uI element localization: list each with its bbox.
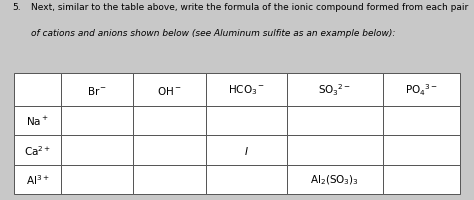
Bar bbox=[133, 135, 206, 165]
Bar bbox=[287, 74, 383, 106]
Bar bbox=[206, 135, 287, 165]
Bar bbox=[287, 135, 383, 165]
Text: 5.: 5. bbox=[12, 3, 20, 12]
Bar bbox=[133, 106, 206, 135]
Text: Al$^{3+}$: Al$^{3+}$ bbox=[26, 173, 49, 186]
Text: $I$: $I$ bbox=[244, 144, 249, 156]
Text: HCO$_3$$^-$: HCO$_3$$^-$ bbox=[228, 83, 265, 97]
Bar bbox=[14, 106, 61, 135]
Text: SO$_3$$^{2-}$: SO$_3$$^{2-}$ bbox=[319, 82, 352, 98]
Bar bbox=[287, 106, 383, 135]
Text: of cations and anions shown below (see Aluminum sulfite as an example below):: of cations and anions shown below (see A… bbox=[31, 29, 395, 38]
Bar bbox=[61, 135, 133, 165]
Text: OH$^-$: OH$^-$ bbox=[157, 84, 182, 96]
Bar bbox=[206, 74, 287, 106]
Text: Al$_2$(SO$_3$)$_3$: Al$_2$(SO$_3$)$_3$ bbox=[310, 173, 359, 186]
Bar bbox=[206, 106, 287, 135]
Text: Ca$^{2+}$: Ca$^{2+}$ bbox=[24, 143, 51, 157]
Bar bbox=[383, 106, 460, 135]
Bar bbox=[383, 135, 460, 165]
Bar bbox=[133, 165, 206, 194]
Bar bbox=[206, 165, 287, 194]
Bar bbox=[133, 74, 206, 106]
Bar bbox=[61, 74, 133, 106]
Bar bbox=[383, 74, 460, 106]
Text: Na$^+$: Na$^+$ bbox=[26, 114, 49, 127]
Bar bbox=[14, 135, 61, 165]
Bar bbox=[61, 165, 133, 194]
Bar bbox=[14, 165, 61, 194]
Bar bbox=[383, 165, 460, 194]
Bar bbox=[287, 165, 383, 194]
Text: Br$^-$: Br$^-$ bbox=[87, 84, 107, 96]
Bar bbox=[14, 74, 61, 106]
Text: Next, similar to the table above, write the formula of the ionic compound formed: Next, similar to the table above, write … bbox=[31, 3, 468, 12]
Text: PO$_4$$^{3-}$: PO$_4$$^{3-}$ bbox=[405, 82, 438, 98]
Bar bbox=[61, 106, 133, 135]
